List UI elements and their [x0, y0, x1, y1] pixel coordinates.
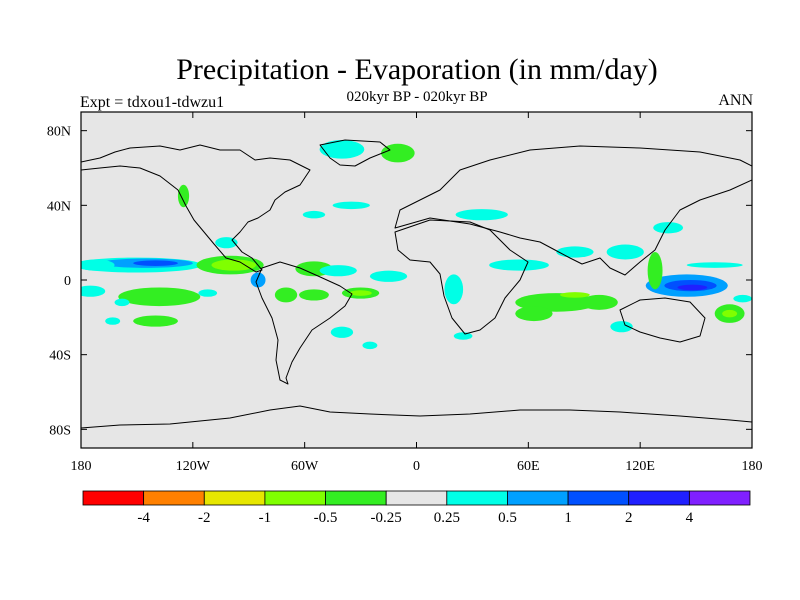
colorbar-swatch-8: [567, 490, 630, 506]
chart-subtitle: 020kyr BP - 020kyr BP: [346, 89, 488, 105]
region-26: [332, 201, 370, 210]
coastlines: [81, 139, 752, 429]
y-tick-label-1: 40N: [47, 199, 71, 214]
colorbar-swatch-2: [203, 490, 266, 506]
coastline-north-america: [81, 144, 311, 273]
anomaly-regions: [81, 140, 752, 350]
region-7: [81, 285, 106, 297]
region-28: [455, 209, 508, 221]
map-background: [81, 112, 752, 448]
region-5: [211, 259, 257, 271]
region-12: [114, 298, 130, 307]
region-27: [302, 210, 326, 219]
x-tick-label-1: 120W: [176, 459, 211, 474]
region-6: [250, 272, 266, 288]
colorbar-swatch-4: [325, 490, 387, 506]
region-25: [381, 143, 415, 163]
y-tick-label-0: 80N: [47, 125, 71, 140]
colorbar: -4 -2 -1 -0.5 -0.25 0.25 0.5 1 2 4: [82, 490, 751, 526]
region-20: [299, 289, 329, 301]
region-22: [362, 341, 378, 350]
region-38: [610, 321, 633, 333]
region-2: [133, 260, 178, 267]
region-48: [733, 294, 752, 303]
coastline-antarctica: [81, 405, 752, 429]
colorbar-swatch-0: [82, 490, 145, 506]
chart-title: Precipitation - Evaporation (in mm/day): [176, 53, 658, 86]
y-tick-label-4: 80S: [49, 423, 71, 438]
region-9: [118, 287, 201, 307]
region-44: [653, 222, 684, 234]
colorbar-label-8: 2: [625, 510, 633, 526]
experiment-label: Expt = tdxou1-tdwzu1: [80, 94, 225, 111]
x-tick-label-5: 120E: [625, 459, 655, 474]
region-30: [489, 259, 549, 271]
region-17: [319, 265, 357, 277]
x-tick-label-2: 60W: [291, 459, 319, 474]
colorbar-label-2: -1: [259, 510, 272, 526]
colorbar-swatch-1: [143, 490, 205, 506]
x-tick-label-0: 180: [71, 459, 92, 474]
colorbar-swatch-9: [628, 490, 690, 506]
region-39: [453, 332, 473, 340]
colorbar-label-3: -0.5: [314, 510, 338, 526]
region-42: [677, 284, 708, 291]
colorbar-swatch-3: [264, 490, 326, 506]
coastline-greenland: [319, 139, 391, 167]
region-3: [81, 259, 115, 271]
coastline-australia: [619, 297, 706, 343]
region-15: [274, 287, 298, 303]
x-tick-label-6: 180: [742, 459, 763, 474]
region-33: [444, 274, 464, 305]
region-32: [606, 244, 644, 260]
x-tick-label-4: 60E: [517, 459, 540, 474]
region-46: [722, 309, 738, 318]
region-19: [349, 290, 372, 296]
y-tick-label-2: 0: [64, 274, 71, 289]
colorbar-label-5: 0.25: [434, 510, 460, 526]
coastline-eurasia: [394, 145, 752, 276]
colorbar-swatch-10: [688, 490, 751, 506]
colorbar-label-0: -4: [137, 510, 150, 526]
region-31: [556, 246, 594, 258]
colorbar-swatch-6: [446, 490, 508, 506]
region-29: [177, 184, 190, 208]
region-43: [647, 251, 663, 290]
y-tick-label-3: 40S: [49, 349, 71, 364]
region-37: [580, 294, 618, 310]
region-47: [686, 262, 743, 268]
region-24: [319, 140, 365, 159]
coastline-south-america: [255, 261, 353, 385]
colorbar-label-1: -2: [198, 510, 211, 526]
region-14: [198, 289, 218, 297]
colorbar-label-4: -0.25: [371, 510, 402, 526]
colorbar-label-7: 1: [564, 510, 572, 526]
colorbar-label-9: 4: [686, 510, 694, 526]
region-36: [515, 306, 553, 322]
region-35: [560, 292, 590, 298]
region-23: [369, 270, 408, 282]
x-tick-label-3: 0: [413, 459, 420, 474]
region-10: [133, 315, 178, 327]
x-axis: 180 120W 60W 0 60E 120E 180: [71, 112, 763, 474]
season-label: ANN: [718, 92, 753, 109]
region-11: [105, 317, 121, 325]
colorbar-label-6: 0.5: [498, 510, 517, 526]
colorbar-swatch-5: [385, 490, 448, 506]
region-21: [330, 326, 354, 338]
y-axis: 80N 40N 0 40S 80S: [47, 125, 752, 438]
colorbar-swatch-7: [507, 490, 569, 506]
